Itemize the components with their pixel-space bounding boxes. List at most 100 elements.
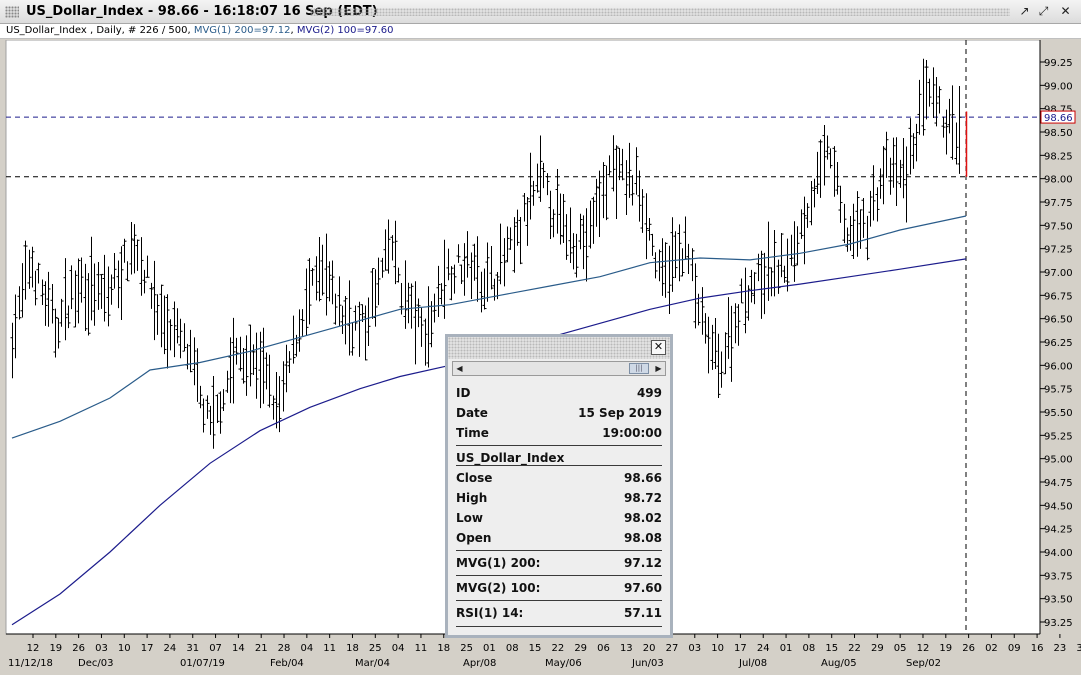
- x-tick-label: 06: [597, 643, 610, 654]
- x-tick-label: 10: [711, 643, 724, 654]
- x-tick-label: 15: [529, 643, 542, 654]
- x-tick-label: 16: [1031, 643, 1044, 654]
- x-tick-label: 08: [803, 643, 816, 654]
- close-icon[interactable]: ✕: [651, 340, 666, 355]
- x-tick-label: 19: [939, 643, 952, 654]
- y-tick-label: 97.25: [1044, 245, 1073, 256]
- x-tick-label: 11: [415, 643, 428, 654]
- last-price-label: 98.66: [1044, 113, 1073, 124]
- x-tick-label: 22: [551, 643, 564, 654]
- x-tick-label: 08: [506, 643, 519, 654]
- y-tick-label: 93.25: [1044, 618, 1073, 629]
- popup-row: RSI(1) 14: 57.11: [456, 603, 662, 623]
- grip-icon[interactable]: [5, 6, 19, 18]
- popup-scrollbar[interactable]: ◀ ||| ▶: [452, 361, 666, 376]
- data-window-popup[interactable]: ✕ ◀ ||| ▶ ID 499 Date 15 Sep 2019 Time 19:00:…: [445, 334, 673, 638]
- popup-row-value: 499: [636, 386, 662, 400]
- info-separator: ,: [290, 25, 297, 36]
- x-tick-label: 15: [825, 643, 838, 654]
- y-tick-label: 97.75: [1044, 198, 1073, 209]
- scroll-right-icon[interactable]: ▶: [655, 364, 662, 373]
- y-tick-label: 98.50: [1044, 128, 1073, 139]
- popup-row-value: 98.02: [624, 511, 662, 525]
- y-tick-label: 99.00: [1044, 81, 1073, 92]
- y-tick-label: 96.75: [1044, 291, 1073, 302]
- popup-separator: [456, 626, 662, 627]
- popup-row-label: Close: [456, 471, 493, 485]
- x-month-label: Dec/03: [78, 658, 113, 669]
- x-tick-label: 30: [1076, 643, 1081, 654]
- y-tick-label: 96.50: [1044, 315, 1073, 326]
- scroll-left-icon[interactable]: ◀: [456, 364, 463, 373]
- x-tick-label: 18: [346, 643, 359, 654]
- y-tick-label: 95.25: [1044, 431, 1073, 442]
- x-tick-label: 09: [1008, 643, 1021, 654]
- x-tick-label: 24: [757, 643, 770, 654]
- popup-row-value: 97.12: [624, 556, 662, 570]
- popup-separator: [456, 465, 662, 466]
- y-tick-label: 98.25: [1044, 151, 1073, 162]
- x-tick-label: 04: [392, 643, 405, 654]
- info-prefix: US_Dollar_Index , Daily, # 226 / 500,: [6, 25, 194, 36]
- chart-info-bar: US_Dollar_Index , Daily, # 226 / 500, MV…: [0, 24, 1081, 39]
- popup-row: ID 499: [456, 383, 662, 403]
- popup-row-value: 19:00:00: [602, 426, 662, 440]
- popup-row-label: Open: [456, 531, 492, 545]
- popup-row-value: 98.66: [624, 471, 662, 485]
- x-tick-label: 24: [164, 643, 177, 654]
- titlebar-texture: [310, 8, 1010, 16]
- y-tick-label: 94.25: [1044, 525, 1073, 536]
- y-tick-label: 94.00: [1044, 548, 1073, 559]
- x-tick-label: 26: [962, 643, 975, 654]
- x-tick-label: 28: [278, 643, 291, 654]
- x-month-label: 01/07/19: [180, 658, 225, 669]
- popup-row: MVG(2) 100: 97.60: [456, 578, 662, 598]
- x-month-label: Mar/04: [355, 658, 390, 669]
- maximize-icon[interactable]: ⤢: [1038, 4, 1049, 18]
- last-price-box: [1040, 110, 1076, 124]
- window-titlebar[interactable]: US_Dollar_Index - 98.66 - 16:18:07 16 Se…: [0, 0, 1081, 24]
- y-tick-label: 97.50: [1044, 221, 1073, 232]
- popup-row: Close 98.66: [456, 468, 662, 488]
- y-tick-label: 93.50: [1044, 595, 1073, 606]
- x-month-label: May/06: [545, 658, 582, 669]
- x-tick-label: 20: [643, 643, 656, 654]
- popup-separator: [456, 445, 662, 446]
- popup-row: High 98.72: [456, 488, 662, 508]
- y-tick-label: 94.75: [1044, 478, 1073, 489]
- x-tick-label: 25: [369, 643, 382, 654]
- window-title: US_Dollar_Index - 98.66 - 16:18:07 16 Se…: [26, 4, 378, 19]
- popup-row-value: 15 Sep 2019: [578, 406, 662, 420]
- popup-row-label: High: [456, 491, 488, 505]
- popup-row: US_Dollar_Index: [456, 448, 662, 468]
- y-tick-label: 97.00: [1044, 268, 1073, 279]
- x-tick-label: 01: [483, 643, 496, 654]
- popup-row-label: ID: [456, 386, 471, 400]
- x-tick-label: 03: [688, 643, 701, 654]
- popup-separator: [456, 550, 662, 551]
- x-month-label: Jun/03: [631, 658, 664, 669]
- popup-separator: [456, 575, 662, 576]
- x-tick-label: 27: [666, 643, 679, 654]
- y-tick-label: 93.75: [1044, 571, 1073, 582]
- mvg2-100-line: [11, 215, 967, 439]
- x-tick-label: 04: [300, 643, 313, 654]
- popup-separator: [456, 600, 662, 601]
- popup-titlebar[interactable]: [448, 337, 670, 359]
- y-tick-label: 94.50: [1044, 501, 1073, 512]
- x-month-label: Sep/02: [906, 658, 941, 669]
- popup-row: Time 19:00:00: [456, 423, 662, 443]
- popup-row: Open 98.08: [456, 528, 662, 548]
- y-tick-label: 96.00: [1044, 361, 1073, 372]
- restore-icon[interactable]: ↗: [1019, 4, 1030, 18]
- mvg1-label: MVG(1) 200=97.12: [193, 25, 291, 36]
- y-tick-label: 99.25: [1044, 58, 1073, 69]
- x-tick-label: 14: [232, 643, 245, 654]
- popup-row-label: US_Dollar_Index: [456, 451, 565, 465]
- close-icon[interactable]: ✕: [1060, 4, 1071, 18]
- popup-row-value: 97.60: [624, 581, 662, 595]
- scroll-thumb[interactable]: |||: [629, 363, 649, 374]
- popup-row-value: 98.72: [624, 491, 662, 505]
- x-tick-label: 03: [95, 643, 108, 654]
- x-tick-label: 31: [186, 643, 199, 654]
